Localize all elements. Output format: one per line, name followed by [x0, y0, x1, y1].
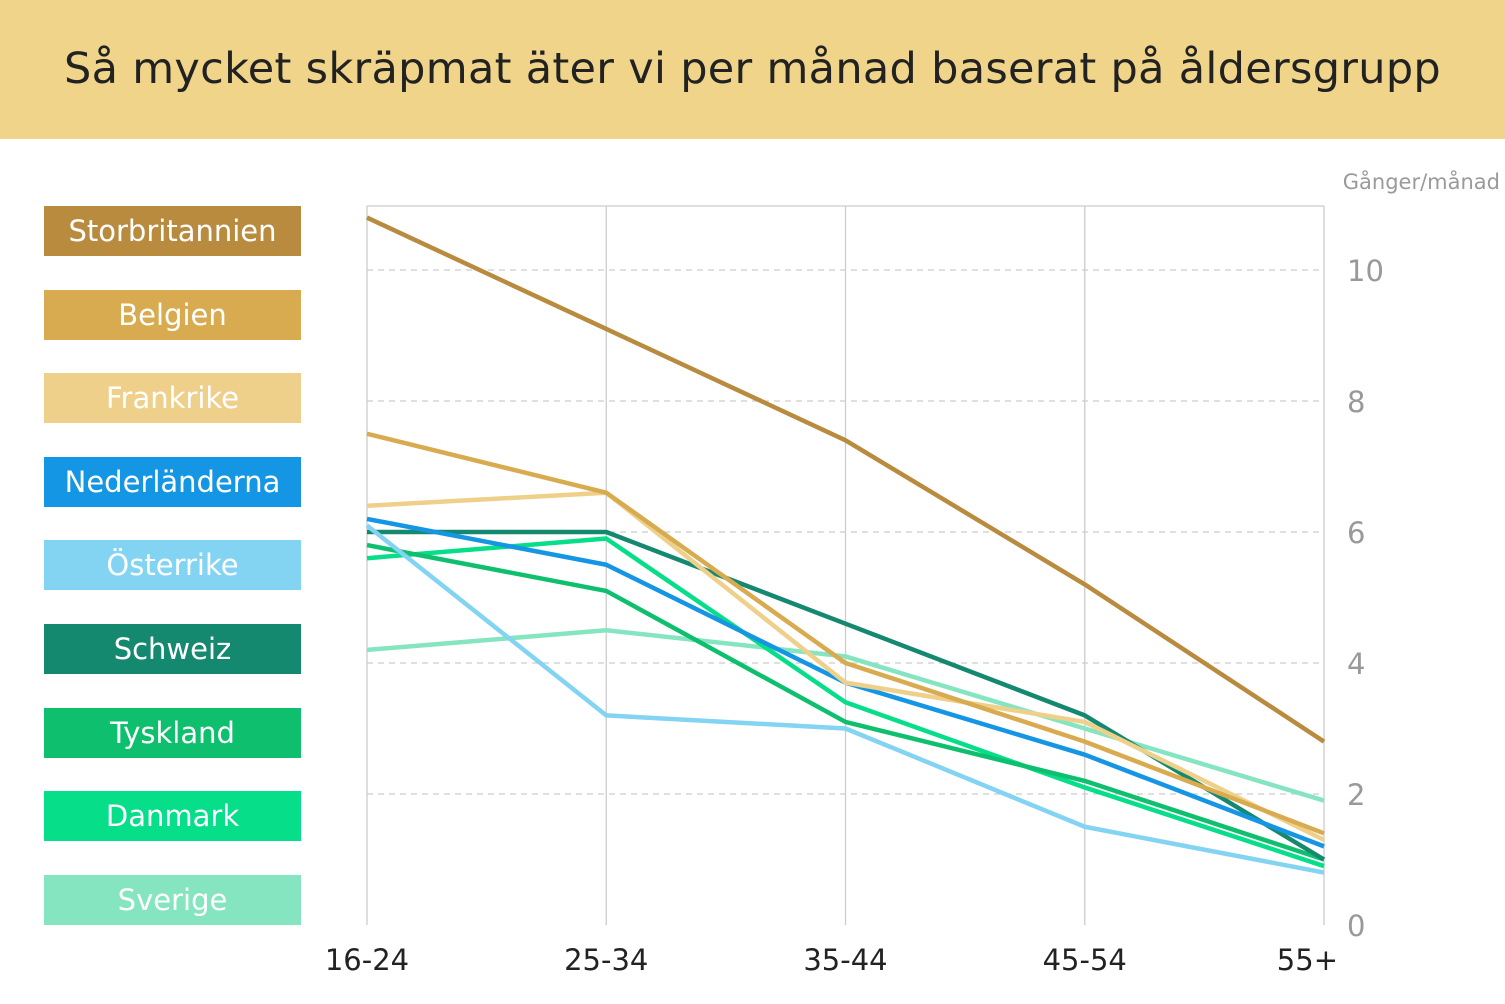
x-tick-label: 16-24 — [325, 943, 409, 977]
y-tick-label: 0 — [1347, 909, 1365, 943]
legend-item: Frankrike — [44, 373, 301, 424]
series-line-österrike — [365, 523, 1325, 875]
y-tick-label: 6 — [1347, 516, 1365, 550]
legend-item: Danmark — [44, 791, 301, 842]
legend-item: Schweiz — [44, 624, 301, 674]
legend-item: Storbritannien — [44, 206, 301, 256]
legend-item: Nederländerna — [44, 456, 301, 507]
legend-item: Belgien — [44, 289, 301, 340]
series-line-storbritannien — [366, 215, 1326, 744]
chart-title: Så mycket skräpmat äter vi per månad bas… — [63, 44, 1442, 94]
y-tick-label: 4 — [1347, 647, 1365, 681]
series-line-danmark — [366, 536, 1325, 869]
x-tick-label: 35-44 — [803, 943, 887, 977]
y-tick-label: 2 — [1347, 778, 1365, 812]
y-axis-unit-label: Gånger/månad — [1342, 170, 1500, 194]
series-line-frankrike — [366, 490, 1325, 842]
title-banner — [0, 0, 1505, 139]
series-line-sverige — [366, 628, 1325, 803]
series-line-tyskland — [366, 542, 1325, 862]
y-tick-label: 10 — [1347, 254, 1384, 288]
x-tick-label: 25-34 — [564, 943, 648, 977]
x-tick-label: 55+ — [1277, 943, 1338, 977]
y-tick-label: 8 — [1347, 385, 1365, 419]
series-line-belgien — [366, 431, 1325, 836]
legend-item: Österrike — [44, 540, 301, 591]
x-tick-label: 45-54 — [1043, 943, 1127, 977]
legend-item: Tyskland — [44, 707, 301, 758]
legend-item: Sverige — [44, 874, 301, 925]
